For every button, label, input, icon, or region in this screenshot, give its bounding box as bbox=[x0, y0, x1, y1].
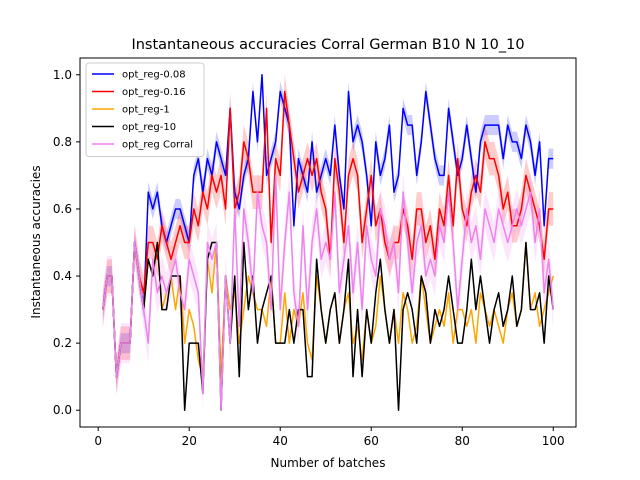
y-tick-label: 0.6 bbox=[53, 202, 72, 216]
y-axis: 0.0 0.2 0.4 0.6 0.8 1.0 bbox=[53, 68, 80, 417]
plot-frame bbox=[79, 57, 577, 428]
band-opt-reg-corral bbox=[102, 155, 554, 411]
legend-label-opt-reg-10: opt_reg-10 bbox=[122, 122, 176, 133]
series-lines bbox=[102, 74, 554, 411]
legend-label-opt-reg-1: opt_reg-1 bbox=[122, 105, 170, 116]
x-tick-label: 40 bbox=[273, 434, 288, 448]
x-tick-label: 60 bbox=[364, 434, 379, 448]
legend-label-opt-reg-0-08: opt_reg-0.08 bbox=[122, 70, 186, 81]
y-tick-label: 0.8 bbox=[53, 135, 72, 149]
legend-label-opt-reg-0-16: opt_reg-0.16 bbox=[122, 87, 186, 98]
series-line-opt-reg-0-16 bbox=[102, 90, 554, 378]
legend-frame bbox=[85, 62, 205, 157]
y-axis-label: Instantaneous accuracies bbox=[29, 165, 43, 318]
x-axis: 0 20 40 60 80 100 bbox=[94, 427, 565, 448]
y-tick-label: 0.0 bbox=[53, 403, 72, 417]
x-tick-label: 20 bbox=[182, 434, 197, 448]
x-axis-label: Number of batches bbox=[271, 456, 386, 470]
series-line-opt-reg-0-08 bbox=[102, 74, 554, 378]
legend-label-opt-reg-corral: opt_reg Corral bbox=[122, 140, 193, 151]
x-tick-label: 100 bbox=[542, 434, 565, 448]
legend: opt_reg-0.08 opt_reg-0.16 opt_reg-1 opt_reg… bbox=[85, 62, 205, 157]
chart-title: Instantaneous accuracies Corral German B… bbox=[131, 37, 524, 53]
y-tick-label: 0.2 bbox=[53, 336, 72, 350]
y-tick-label: 0.4 bbox=[53, 269, 72, 283]
y-tick-label: 1.0 bbox=[53, 68, 72, 82]
x-tick-label: 80 bbox=[455, 434, 470, 448]
x-tick-label: 0 bbox=[94, 434, 102, 448]
series-line-opt-reg-corral bbox=[102, 174, 554, 411]
